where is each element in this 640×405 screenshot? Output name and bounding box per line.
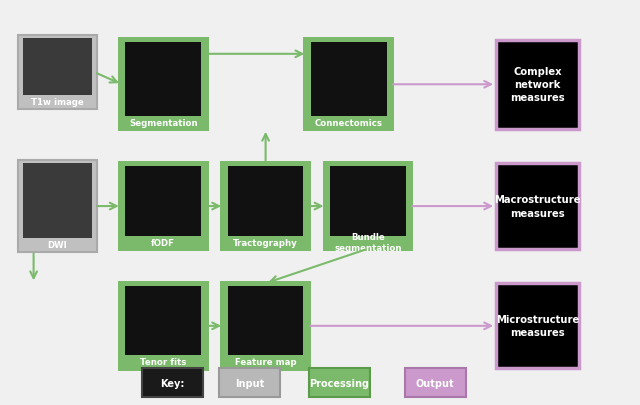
Text: DWI: DWI	[48, 240, 67, 249]
Text: Microstructure
measures: Microstructure measures	[496, 314, 579, 338]
Text: Key:: Key:	[161, 378, 185, 388]
FancyBboxPatch shape	[228, 286, 303, 356]
FancyBboxPatch shape	[118, 281, 209, 371]
FancyBboxPatch shape	[23, 39, 92, 96]
Text: Output: Output	[416, 378, 454, 388]
Text: Connectomics: Connectomics	[315, 119, 383, 128]
FancyBboxPatch shape	[311, 43, 387, 117]
Text: Feature map: Feature map	[235, 358, 296, 367]
FancyBboxPatch shape	[309, 369, 370, 397]
FancyBboxPatch shape	[496, 284, 579, 369]
FancyBboxPatch shape	[220, 162, 311, 252]
Text: Tractography: Tractography	[233, 238, 298, 247]
FancyBboxPatch shape	[23, 164, 92, 238]
Text: Input: Input	[235, 378, 264, 388]
FancyBboxPatch shape	[220, 281, 311, 371]
FancyBboxPatch shape	[18, 36, 97, 110]
Text: Processing: Processing	[309, 378, 369, 388]
FancyBboxPatch shape	[496, 40, 579, 130]
FancyBboxPatch shape	[125, 43, 201, 117]
FancyBboxPatch shape	[323, 162, 413, 252]
FancyBboxPatch shape	[118, 38, 209, 132]
Text: Bundle
segmentation: Bundle segmentation	[334, 233, 402, 252]
Text: T1w image: T1w image	[31, 97, 84, 107]
FancyBboxPatch shape	[18, 160, 97, 253]
Text: Segmentation: Segmentation	[129, 119, 198, 128]
Text: Complex
network
measures: Complex network measures	[510, 67, 565, 103]
FancyBboxPatch shape	[125, 286, 201, 356]
FancyBboxPatch shape	[219, 369, 280, 397]
FancyBboxPatch shape	[143, 369, 204, 397]
FancyBboxPatch shape	[303, 38, 394, 132]
FancyBboxPatch shape	[405, 369, 466, 397]
Text: Macrostructure
measures: Macrostructure measures	[494, 195, 581, 218]
Text: fODF: fODF	[151, 238, 175, 247]
FancyBboxPatch shape	[118, 162, 209, 252]
FancyBboxPatch shape	[330, 166, 406, 236]
FancyBboxPatch shape	[228, 166, 303, 236]
Text: Tenor fits: Tenor fits	[140, 358, 186, 367]
FancyBboxPatch shape	[125, 166, 201, 236]
FancyBboxPatch shape	[496, 164, 579, 249]
